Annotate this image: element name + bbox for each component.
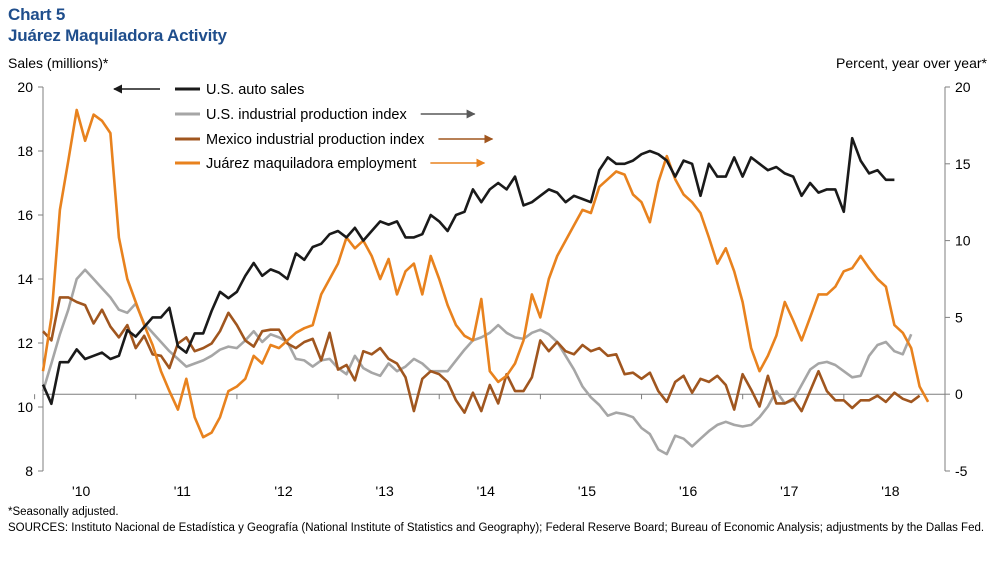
left-tick-label: 14 bbox=[17, 271, 33, 287]
right-tick-label: 5 bbox=[955, 309, 963, 325]
right-tick-label: 0 bbox=[955, 386, 963, 402]
left-tick-label: 16 bbox=[17, 207, 33, 223]
left-axis-title: Sales (millions)* bbox=[8, 55, 109, 71]
x-tick-label: '11 bbox=[174, 483, 191, 499]
left-tick-label: 20 bbox=[17, 79, 33, 95]
left-tick-label: 10 bbox=[17, 399, 33, 415]
x-tick-label: '12 bbox=[274, 483, 292, 499]
left-tick-label: 8 bbox=[25, 463, 33, 479]
x-tick-label: '13 bbox=[376, 483, 394, 499]
right-tick-label: 10 bbox=[955, 233, 971, 249]
series-line-4 bbox=[41, 108, 930, 439]
legend-label: U.S. industrial production index bbox=[206, 107, 407, 123]
legend-label: U.S. auto sales bbox=[206, 82, 304, 98]
x-tick-label: '18 bbox=[881, 483, 899, 499]
series-line-1 bbox=[41, 136, 895, 406]
x-tick-label: '14 bbox=[477, 483, 495, 499]
series-line-3 bbox=[42, 296, 921, 414]
right-tick-label: 15 bbox=[955, 156, 971, 172]
right-axis-title: Percent, year over year* bbox=[836, 55, 987, 71]
x-tick-label: '17 bbox=[780, 483, 798, 499]
x-tick-label: '16 bbox=[679, 483, 697, 499]
legend-label: Mexico industrial production index bbox=[206, 132, 425, 148]
series-line-2 bbox=[41, 268, 913, 456]
footnote: *Seasonally adjusted. bbox=[8, 506, 119, 518]
right-tick-label: -5 bbox=[955, 463, 968, 479]
right-tick-label: 20 bbox=[955, 79, 971, 95]
x-tick-label: '10 bbox=[72, 483, 90, 499]
left-tick-label: 18 bbox=[17, 143, 33, 159]
chart-title: Juárez Maquiladora Activity bbox=[8, 26, 227, 45]
chart-number: Chart 5 bbox=[8, 5, 66, 24]
sources-note: SOURCES: Instituto Nacional de Estadísti… bbox=[8, 522, 985, 534]
left-tick-label: 12 bbox=[17, 335, 33, 351]
x-tick-label: '15 bbox=[578, 483, 596, 499]
legend-label: Juárez maquiladora employment bbox=[206, 156, 416, 172]
